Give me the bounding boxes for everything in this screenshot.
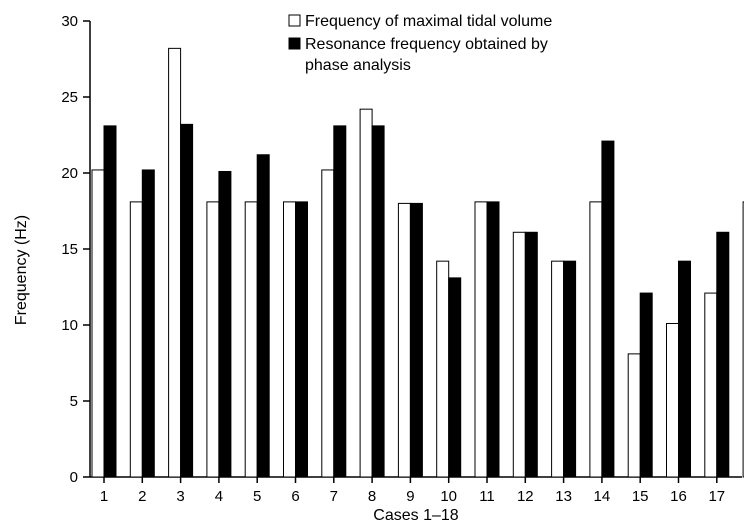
bar-resonance bbox=[486, 201, 500, 478]
bar-tidal-volume bbox=[397, 202, 411, 478]
bar-tidal-volume bbox=[129, 201, 143, 478]
bar-resonance bbox=[563, 260, 577, 478]
bar-tidal-volume bbox=[512, 231, 526, 478]
legend-swatch-resonance bbox=[288, 37, 301, 50]
bar-resonance bbox=[678, 260, 691, 478]
bar-tidal-volume bbox=[551, 260, 565, 478]
x-tick-label: 2 bbox=[138, 488, 146, 505]
y-tick-label: 20 bbox=[61, 165, 78, 182]
legend-label-resonance-line2: phase analysis bbox=[305, 57, 411, 74]
bar-tidal-volume bbox=[474, 201, 488, 478]
bar-tidal-volume bbox=[244, 201, 258, 478]
x-tick-label: 6 bbox=[291, 488, 299, 505]
x-tick-label: 9 bbox=[406, 488, 414, 505]
x-tick-label: 15 bbox=[632, 488, 649, 505]
bar-resonance bbox=[141, 169, 155, 478]
bars bbox=[91, 47, 744, 478]
x-tick-label: 1 bbox=[100, 488, 108, 505]
x-tick-label: 16 bbox=[670, 488, 687, 505]
bar-tidal-volume bbox=[359, 108, 373, 478]
bar-tidal-volume bbox=[91, 169, 105, 478]
bar-tidal-volume bbox=[704, 292, 718, 478]
bar-resonance bbox=[218, 170, 232, 478]
bar-resonance bbox=[103, 125, 117, 478]
x-tick-label: 13 bbox=[555, 488, 572, 505]
bar-resonance bbox=[409, 202, 423, 478]
x-tick-label: 5 bbox=[253, 488, 261, 505]
y-axis-title: Frequency (Hz) bbox=[13, 215, 30, 325]
legend-swatch-tidal-volume bbox=[288, 14, 301, 27]
bar-tidal-volume bbox=[436, 260, 450, 478]
x-tick-label: 17 bbox=[708, 488, 725, 505]
x-tick-label: 7 bbox=[330, 488, 338, 505]
tick-labels: 051015202530123456789101112131415161718 bbox=[61, 13, 725, 505]
y-tick-label: 25 bbox=[61, 89, 78, 106]
x-tick-label: 12 bbox=[517, 488, 534, 505]
bar-resonance bbox=[639, 292, 653, 478]
x-tick-label: 10 bbox=[440, 488, 457, 505]
y-tick-label: 5 bbox=[70, 393, 78, 410]
bar-resonance bbox=[333, 125, 347, 478]
x-tick-label: 11 bbox=[479, 488, 495, 505]
y-tick-label: 10 bbox=[61, 317, 78, 334]
bar-tidal-volume bbox=[666, 322, 679, 478]
bar-resonance bbox=[295, 201, 308, 478]
bar-tidal-volume bbox=[168, 47, 182, 478]
y-tick-label: 15 bbox=[61, 241, 78, 258]
legend: Frequency of maximal tidal volume Resona… bbox=[288, 13, 552, 74]
legend-label-tidal-volume: Frequency of maximal tidal volume bbox=[305, 13, 552, 30]
bar-resonance bbox=[601, 140, 615, 478]
bar-tidal-volume bbox=[321, 169, 335, 478]
bar-tidal-volume bbox=[283, 201, 296, 478]
x-tick-label: 3 bbox=[176, 488, 184, 505]
y-tick-label: 0 bbox=[70, 469, 78, 486]
bar-resonance bbox=[256, 154, 270, 478]
bar-resonance bbox=[180, 123, 194, 478]
y-tick-label: 30 bbox=[61, 13, 78, 30]
bar-tidal-volume bbox=[589, 201, 603, 478]
bar-resonance bbox=[524, 231, 538, 478]
bar-tidal-volume bbox=[206, 201, 220, 478]
x-tick-label: 4 bbox=[215, 488, 223, 505]
x-tick-label: 14 bbox=[594, 488, 611, 505]
legend-label-resonance-line1: Resonance frequency obtained by bbox=[305, 36, 548, 53]
x-tick-label: 8 bbox=[368, 488, 376, 505]
bar-resonance bbox=[448, 277, 462, 478]
bar-resonance bbox=[716, 231, 730, 478]
x-axis-title: Cases 1–18 bbox=[373, 507, 458, 524]
bar-tidal-volume bbox=[627, 353, 641, 478]
bar-resonance bbox=[371, 125, 385, 478]
